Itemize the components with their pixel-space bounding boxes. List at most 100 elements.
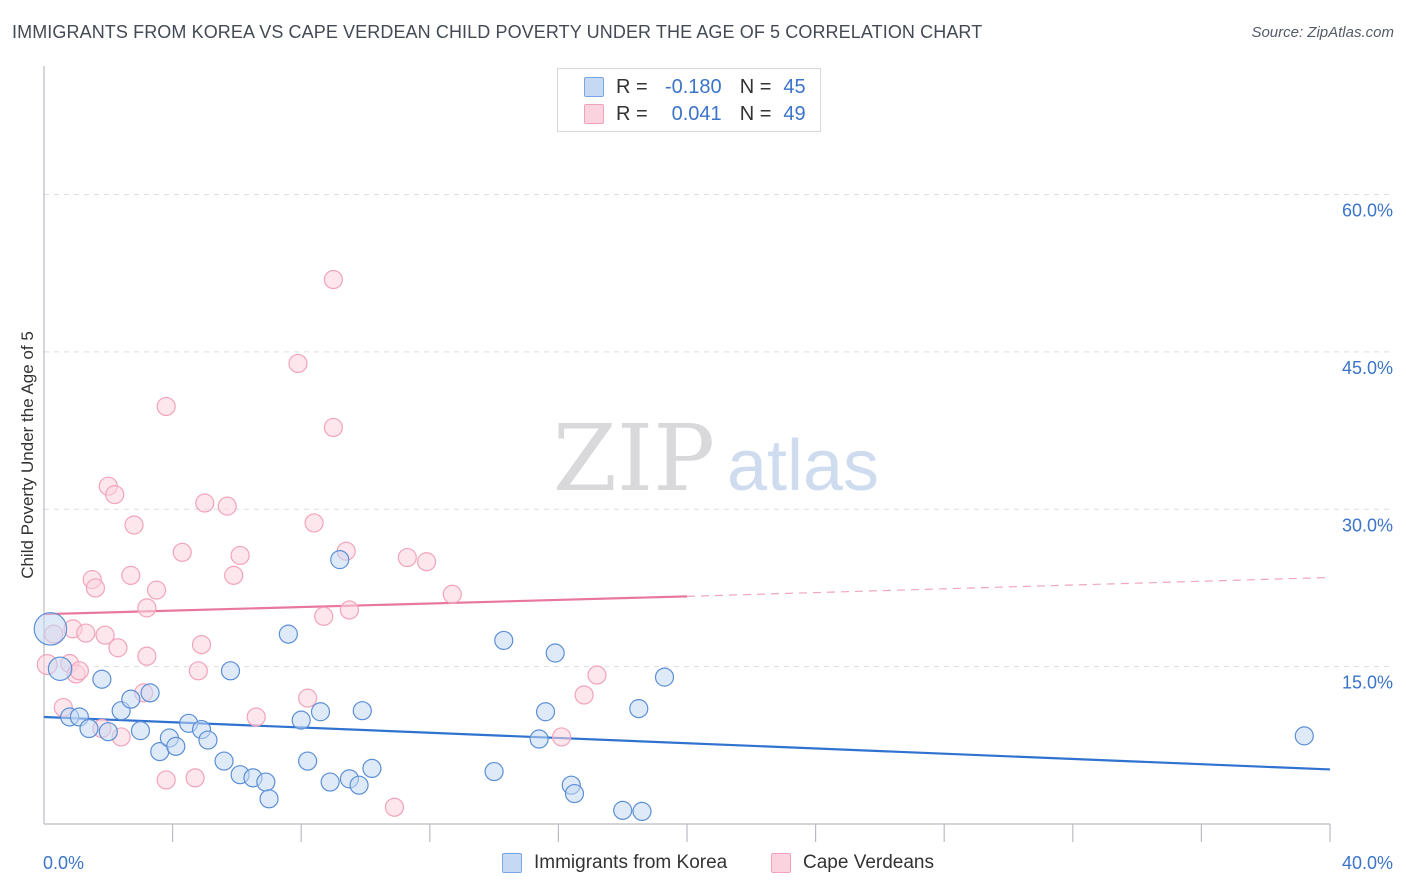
point-cape-verdean [124, 515, 144, 535]
point-korea [362, 758, 382, 778]
point-cape-verdean [156, 770, 176, 790]
watermark-zip: ZIP [553, 405, 715, 512]
point-cape-verdean [224, 565, 244, 585]
y-tick-label: 45.0% [1342, 358, 1393, 378]
legend-label-korea: Immigrants from Korea [534, 852, 728, 873]
data-points [33, 269, 1314, 822]
point-cape-verdean [552, 727, 572, 747]
point-korea [121, 689, 141, 709]
point-korea [564, 783, 585, 804]
point-cape-verdean [146, 580, 167, 600]
point-cape-verdean [185, 768, 205, 788]
point-cape-verdean [172, 542, 192, 562]
point-korea [330, 550, 350, 570]
point-cape-verdean [323, 269, 343, 290]
point-cape-verdean [339, 600, 360, 620]
point-cape-verdean [76, 623, 96, 643]
legend-r-value-korea: -0.180 [664, 75, 722, 98]
point-korea [654, 667, 675, 687]
point-korea [310, 702, 331, 722]
point-cape-verdean [384, 797, 405, 817]
point-cape-verdean [121, 565, 141, 585]
point-korea [256, 772, 276, 792]
point-cape-verdean [230, 545, 250, 566]
point-korea [130, 721, 151, 741]
point-cape-verdean [137, 646, 157, 666]
point-cape-verdean [191, 635, 212, 655]
point-cape-verdean [442, 584, 462, 604]
point-korea [98, 722, 118, 742]
point-cape-verdean [587, 665, 607, 685]
legend-n-value-cape-verdean: 49 [783, 102, 806, 125]
point-korea [352, 701, 372, 721]
point-cape-verdean [108, 638, 128, 658]
source-label: Source: ZipAtlas.com [1251, 24, 1394, 41]
chart-title: IMMIGRANTS FROM KOREA VS CAPE VERDEAN CH… [12, 22, 983, 42]
point-korea [535, 702, 556, 722]
y-tick-label: 60.0% [1342, 201, 1393, 221]
point-cape-verdean [314, 606, 334, 626]
point-korea [291, 710, 311, 730]
point-korea [349, 775, 369, 795]
gridlines [44, 194, 1394, 668]
point-cape-verdean [85, 578, 106, 598]
legend-swatch-korea [502, 853, 522, 873]
point-korea [92, 669, 112, 689]
watermark-atlas: atlas [727, 426, 879, 506]
point-korea [140, 683, 160, 703]
point-korea [320, 772, 340, 792]
legend-item-korea[interactable]: Immigrants from Korea [502, 852, 727, 874]
legend-n-label: N = [739, 102, 772, 125]
y-tick-label: 30.0% [1342, 515, 1393, 535]
point-korea [198, 730, 218, 750]
point-korea [166, 736, 186, 756]
legend-n-label: N = [739, 75, 772, 98]
point-korea [613, 800, 633, 820]
legend-r-label: R = [616, 75, 648, 98]
point-cape-verdean [574, 685, 594, 705]
legend-item-cape-verdean[interactable]: Cape Verdeans [771, 852, 934, 874]
point-korea [47, 656, 73, 682]
point-cape-verdean [323, 417, 343, 438]
legend-row-korea: R = -0.180 N = 45 [584, 74, 806, 100]
point-cape-verdean [95, 625, 115, 645]
point-cape-verdean [397, 547, 417, 568]
legend-swatch-cape-verdean [771, 853, 791, 873]
point-korea [278, 624, 298, 644]
point-cape-verdean [217, 496, 237, 516]
point-cape-verdean [304, 513, 324, 533]
point-korea [298, 751, 318, 771]
legend-swatch-korea [584, 77, 604, 97]
trend-line-cape-verdean-extension [686, 576, 1331, 597]
point-cape-verdean [69, 661, 89, 681]
point-korea [214, 751, 234, 771]
point-korea [259, 789, 279, 809]
point-korea [484, 761, 504, 782]
trend-line-korea [43, 715, 1331, 771]
legend-r-label: R = [616, 102, 648, 125]
point-korea [529, 729, 549, 749]
watermark: ZIP atlas [553, 405, 879, 512]
legend-n-value-korea: 45 [783, 75, 806, 98]
point-korea [545, 643, 565, 663]
y-tick-label: 15.0% [1342, 673, 1393, 693]
point-cape-verdean [105, 484, 125, 505]
point-korea [33, 612, 68, 646]
x-tick-label: 40.0% [1342, 853, 1393, 873]
point-cape-verdean [195, 493, 215, 513]
point-cape-verdean [137, 598, 157, 618]
tick-labels: 15.0% 30.0% 45.0% 60.0% 0.0% 40.0% [43, 201, 1393, 873]
legend-swatch-cape-verdean [584, 104, 604, 124]
legend-label-cape-verdean: Cape Verdeans [803, 852, 934, 873]
axes [43, 66, 1331, 842]
point-cape-verdean [288, 353, 308, 374]
point-korea [1294, 726, 1314, 746]
point-cape-verdean [246, 707, 266, 727]
point-korea [220, 661, 241, 681]
point-korea [79, 718, 99, 739]
legend-row-cape-verdean: R = 0.041 N = 49 [584, 101, 806, 127]
point-cape-verdean [298, 688, 318, 708]
x-tick-label: 0.0% [43, 853, 84, 873]
point-korea [632, 801, 652, 822]
